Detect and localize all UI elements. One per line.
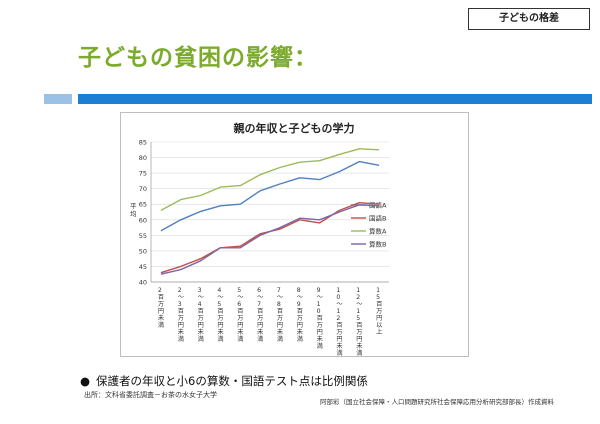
x-tick-label: 3 〜 4 百万円未満 [198,287,204,343]
page-title: 子どもの貧困の影響： [78,45,318,71]
legend-label: 国語B [369,214,386,223]
x-tick-label: 4 〜 5 百万円未満 [217,287,223,343]
series-line [160,204,380,275]
series-line [160,148,380,212]
section-tag: 子どもの格差 [468,8,590,30]
x-tick-label: 6 〜 7 百万円未満 [257,287,263,343]
source-note: 出所：文科省委託調査－お茶の水女子大学 [84,391,217,399]
title-bar [78,94,592,104]
y-tick-label: 45 [139,263,147,271]
credit-note: 阿部彩（国立社会保障・人口問題研究所社会保障応用分析研究部部長）作成資料 [320,398,554,406]
x-tick-label: 2 〜 3 百万円未満 [178,287,184,343]
y-tick-label: 70 [139,185,147,193]
y-tick-label: 80 [139,154,147,162]
x-tick-label: 5 〜 6 百万円未満 [237,287,243,343]
x-tick-label: 2 百万円未満 [158,287,164,329]
bullet-dot-icon: ● [80,374,91,388]
chart-frame: 親の年収と子どもの学力 40 45 50 55 60 65 70 75 80 85 平均 2 百万円未満 2… [120,112,469,357]
y-tick-label: 40 [139,279,147,287]
y-tick-label: 85 [139,139,147,147]
y-tick-label: 55 [139,232,147,240]
y-tick-label: 60 [139,216,147,224]
y-axis-label: 平均 [130,202,137,218]
x-tick-label: 9 〜 1 0 百万円未満 [317,287,323,350]
chart-title: 親の年収と子どもの学力 [234,121,355,135]
bullet-label: 保護者の年収と小6の算数・国語テスト点は比例関係 [96,374,368,388]
x-tick-label: 8 〜 9 百万円未満 [297,287,303,343]
title-bar-accent [44,94,72,104]
legend-label: 算数B [369,240,386,249]
x-tick-label: 1 2 〜 1 5 百万円未満 [356,287,362,357]
x-tick-label: 7 〜 8 百万円未満 [277,287,283,343]
legend-label: 国語A [369,201,387,210]
x-tick-label: 1 5 百万円以上 [376,287,382,336]
series-line [160,201,380,274]
x-tick-label: 1 0 〜 1 2 百万円未満 [336,287,342,357]
y-tick-label: 65 [139,201,147,209]
y-tick-label: 50 [139,247,147,255]
line-chart: 親の年収と子どもの学力 40 45 50 55 60 65 70 75 80 85 平均 2 百万円未満 2… [130,121,389,357]
y-tick-label: 75 [139,170,147,178]
bullet-text: ● 保護者の年収と小6の算数・国語テスト点は比例関係 [80,373,368,389]
legend-label: 算数A [369,227,387,236]
series-line [160,160,380,232]
